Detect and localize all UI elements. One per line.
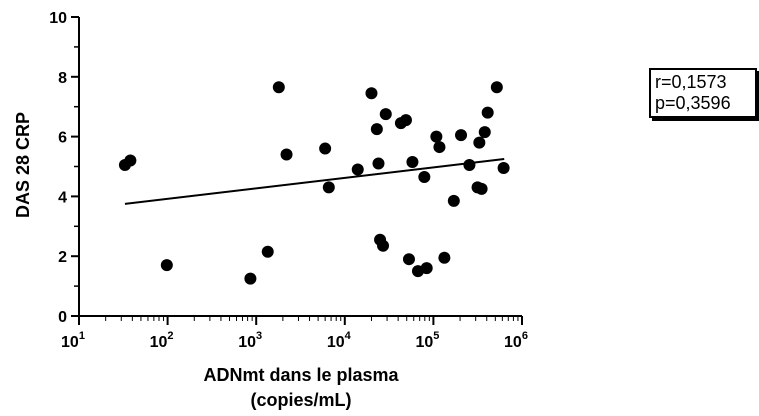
x-axis-title-line-1: ADNmt dans le plasma	[203, 365, 399, 385]
data-point-35	[497, 161, 510, 174]
data-point-17	[399, 114, 412, 127]
y-tick-label-2: 4	[58, 189, 67, 206]
data-point-7	[319, 142, 332, 155]
correlation-stats-box: r=0,1573 p=0,3596	[649, 68, 757, 118]
x-tick-label-1: 102	[150, 330, 174, 351]
y-tick-label-3: 6	[58, 130, 67, 147]
data-point-22	[420, 262, 433, 275]
data-point-32	[478, 126, 491, 139]
r-value-label: r=0,1573	[655, 72, 727, 92]
x-tick-label-2: 103	[238, 330, 262, 351]
data-points	[118, 81, 510, 285]
p-value-label: p=0,3596	[655, 93, 731, 113]
data-point-24	[433, 141, 446, 154]
data-point-25	[438, 251, 451, 264]
y-axis: 0 2 4 6 8 10	[49, 10, 80, 326]
y-tick-label-5: 10	[49, 10, 67, 27]
data-point-4	[261, 245, 274, 258]
data-point-23	[430, 130, 443, 143]
data-point-31	[473, 136, 486, 149]
y-axis-title: DAS 28 CRP	[13, 112, 33, 218]
data-point-34	[490, 81, 503, 94]
data-point-2	[160, 259, 173, 272]
data-point-8	[322, 181, 335, 194]
data-point-9	[351, 163, 364, 176]
trendline-group	[124, 158, 505, 205]
data-point-18	[402, 253, 415, 266]
data-point-6	[280, 148, 293, 161]
data-point-12	[372, 157, 385, 170]
x-tick-label-0: 101	[61, 330, 85, 351]
data-point-21	[418, 170, 431, 183]
data-point-11	[370, 123, 383, 136]
data-point-3	[244, 272, 257, 285]
data-point-33	[481, 106, 494, 119]
y-tick-label-0: 0	[58, 309, 67, 326]
x-axis: 101 102 103 104 105 106	[61, 315, 528, 351]
data-point-28	[463, 159, 476, 172]
x-tick-label-5: 106	[504, 330, 528, 351]
y-tick-label-1: 2	[58, 249, 67, 266]
data-point-15	[379, 108, 392, 121]
data-point-10	[365, 87, 378, 100]
data-point-30	[475, 182, 488, 195]
x-tick-label-4: 105	[415, 330, 439, 351]
data-point-14	[377, 239, 390, 252]
data-point-1	[124, 154, 137, 167]
x-tick-label-3: 104	[327, 330, 352, 351]
x-axis-title-line-2: (copies/mL)	[250, 390, 351, 410]
data-point-26	[447, 194, 460, 207]
data-point-5	[272, 81, 285, 94]
trendline	[124, 158, 505, 205]
data-point-27	[455, 129, 468, 142]
y-tick-label-4: 8	[58, 70, 67, 87]
data-point-19	[406, 156, 419, 169]
